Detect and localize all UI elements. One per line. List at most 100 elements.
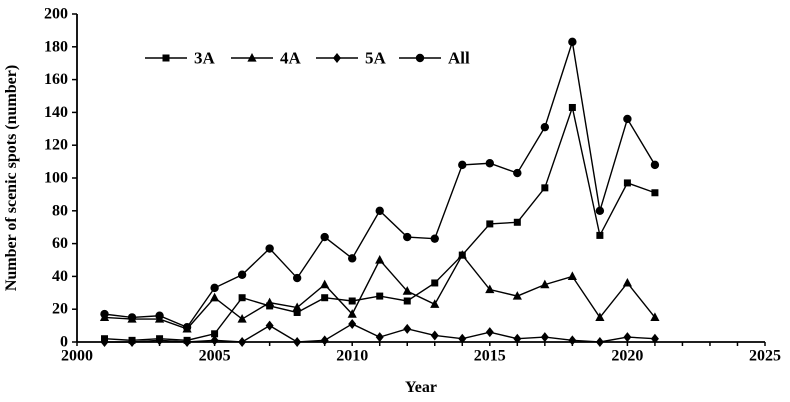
series-3A-marker-square <box>238 294 246 302</box>
x-tick-label: 2000 <box>61 347 93 364</box>
series-5A-marker-diamond <box>320 335 329 346</box>
y-tick-label: 120 <box>44 137 68 154</box>
series-3A-marker-square <box>596 231 604 239</box>
series-5A-marker-diamond <box>128 337 137 347</box>
legend-item-4A: 4A <box>231 49 302 68</box>
series-4A-marker-triangle <box>375 255 385 264</box>
y-axis-title: Number of scenic spots (number) <box>3 65 20 291</box>
series-3A-marker-square <box>623 179 631 187</box>
series-All-marker-circle <box>155 311 164 320</box>
series-4A-marker-triangle <box>485 284 495 294</box>
series-4A-marker-triangle <box>210 292 220 302</box>
y-tick-label: 200 <box>44 6 68 23</box>
series-All-marker-circle <box>458 160 467 170</box>
series-5A-marker-diamond <box>348 318 357 329</box>
series-All-marker-circle <box>210 283 219 293</box>
series-3A-marker-square <box>568 103 576 111</box>
series-3A-marker-square <box>293 308 301 316</box>
y-tick-label: 140 <box>44 104 68 121</box>
series-All-marker-circle <box>182 323 192 332</box>
series-3A-marker-square <box>431 279 439 287</box>
series-3A-marker-square <box>541 184 549 192</box>
x-tick-label: 2010 <box>336 347 368 364</box>
series-All-marker-circle <box>568 37 577 47</box>
series-4A-marker-triangle <box>237 314 247 323</box>
series-5A-marker-diamond <box>623 332 632 343</box>
series-5A <box>100 318 659 347</box>
series-All-marker-circle <box>237 270 247 279</box>
series-3A-marker-square <box>486 220 494 228</box>
series-3A-marker-square <box>321 294 329 302</box>
legend-circle-icon <box>415 53 425 63</box>
series-5A-marker-diamond <box>430 330 439 341</box>
series-All-marker-circle <box>375 206 384 215</box>
series-All-marker-circle <box>100 309 109 319</box>
series-4A-marker-triangle <box>650 312 660 321</box>
series-4A-marker-triangle <box>622 277 632 287</box>
series-All-marker-circle <box>513 168 522 178</box>
series-All-marker-circle <box>623 114 632 124</box>
series-5A-marker-diamond <box>100 337 109 347</box>
series-5A-marker-diamond <box>485 327 494 338</box>
series-5A-marker-diamond <box>403 323 412 334</box>
x-tick-label: 2020 <box>611 347 643 364</box>
series-All-marker-circle <box>348 254 357 263</box>
y-tick-label: 20 <box>52 301 68 318</box>
series-3A-marker-square <box>403 297 411 305</box>
series-5A-marker-diamond <box>458 333 467 344</box>
series-4A-line <box>104 253 656 330</box>
x-tick-label: 2015 <box>474 347 506 364</box>
series-All <box>100 37 660 332</box>
series-All-marker-circle <box>540 122 550 132</box>
series-3A-marker-square <box>376 292 384 300</box>
series-3A-marker-square <box>651 189 659 197</box>
series-3A-marker-square <box>513 218 521 226</box>
series-lines <box>99 37 660 347</box>
series-4A-marker-triangle <box>457 250 467 259</box>
legend-label: 3A <box>194 49 216 68</box>
y-tick-label: 80 <box>52 202 68 219</box>
series-4A-marker-triangle <box>292 302 302 312</box>
axes: 0 20 40 60 80 100 120 140 160 180 200 2000 2005 2010 2… <box>44 6 781 365</box>
y-tick-label: 0 <box>60 334 68 351</box>
series-5A-marker-diamond <box>265 320 274 331</box>
legend-label: All <box>448 49 470 68</box>
legend: 3A 4A 5A All <box>145 49 470 68</box>
series-4A-marker-triangle <box>512 291 522 300</box>
y-tick-label: 180 <box>44 38 68 55</box>
series-4A-marker-triangle <box>402 286 412 295</box>
series-5A-marker-diamond <box>595 337 604 347</box>
y-tick-label: 60 <box>52 235 68 252</box>
series-4A-marker-triangle <box>320 279 330 289</box>
legend-square-icon <box>162 54 170 62</box>
series-4A <box>99 250 660 333</box>
series-All-marker-circle <box>595 206 605 215</box>
legend-triangle-icon <box>247 53 257 62</box>
x-tick-label: 2005 <box>199 347 231 364</box>
series-4A-marker-triangle <box>567 271 577 280</box>
series-All-marker-circle <box>320 232 329 242</box>
series-5A-marker-diamond <box>540 332 549 343</box>
x-tick-label: 2025 <box>749 347 781 364</box>
series-5A-marker-diamond <box>568 335 577 346</box>
series-5A-marker-diamond <box>375 332 384 343</box>
series-4A-marker-triangle <box>347 309 357 318</box>
y-tick-label: 100 <box>44 170 68 187</box>
legend-label: 5A <box>365 49 387 68</box>
series-All-marker-circle <box>430 234 439 243</box>
series-3A <box>101 103 659 344</box>
series-All-marker-circle <box>265 244 274 253</box>
series-5A-marker-diamond <box>293 337 302 347</box>
series-4A-marker-triangle <box>540 279 550 289</box>
series-All-line <box>104 41 656 329</box>
series-5A-marker-diamond <box>155 335 164 346</box>
series-5A-marker-diamond <box>183 337 192 347</box>
y-tick-label: 160 <box>44 71 68 88</box>
series-4A-marker-triangle <box>595 312 605 321</box>
series-5A-marker-diamond <box>238 337 247 347</box>
series-All-marker-circle <box>485 159 494 168</box>
series-3A-marker-square <box>211 330 219 338</box>
series-3A-marker-square <box>348 297 356 305</box>
